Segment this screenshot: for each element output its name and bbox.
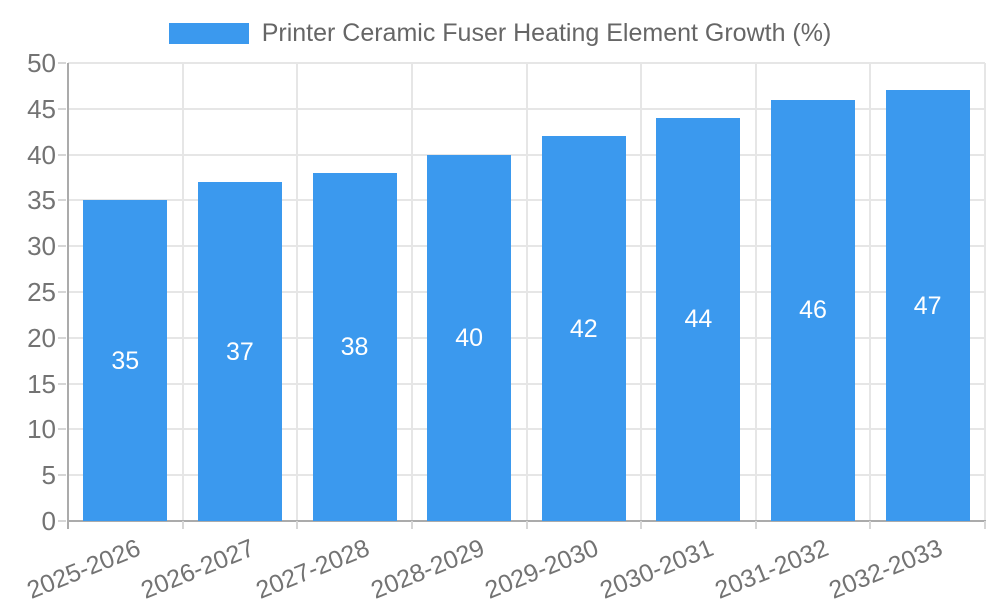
x-axis-tick: [525, 521, 528, 529]
horizontal-gridline: [68, 428, 985, 431]
y-axis-tick: [58, 245, 66, 248]
x-tick-label: 2026-2027: [137, 533, 259, 600]
y-axis-tick: [58, 336, 66, 339]
bar-value-label: 46: [799, 296, 827, 325]
x-axis-tick: [869, 521, 872, 529]
x-tick-label: 2025-2026: [22, 533, 145, 600]
bar: [427, 154, 512, 521]
horizontal-gridline: [68, 474, 985, 477]
bar-value-label: 47: [913, 291, 942, 320]
bar: [541, 136, 626, 521]
x-tick-label: 2029-2030: [481, 533, 603, 600]
horizontal-gridline: [68, 382, 985, 385]
y-tick-label: 15: [27, 368, 56, 399]
horizontal-gridline: [68, 291, 985, 293]
y-axis-tick: [58, 107, 66, 110]
x-axis-tick: [640, 521, 643, 529]
plot-area: 0 5 10 15 20 25 30 35 40 45 50 35 2025-2026 37 2026-20…: [23, 48, 986, 600]
x-axis-tick: [296, 521, 299, 529]
y-tick-label: 30: [27, 231, 56, 262]
bar-value-label: 37: [226, 337, 254, 366]
x-tick-label: 2031-2032: [710, 533, 832, 600]
y-axis-tick: [58, 474, 66, 477]
y-axis-tick: [58, 153, 66, 156]
bar: [197, 182, 282, 521]
horizontal-gridline: [68, 153, 985, 156]
y-axis-tick: [58, 291, 66, 293]
horizontal-gridline: [68, 245, 985, 248]
y-tick-label: 50: [27, 48, 56, 78]
bar-value-label: 38: [340, 332, 369, 361]
bar: [83, 200, 168, 521]
y-axis-tick: [58, 382, 66, 385]
bar: [312, 172, 397, 521]
bar: [656, 117, 741, 521]
y-tick-label: 10: [27, 414, 56, 445]
y-tick-label: 35: [27, 185, 56, 216]
x-axis-tick: [181, 521, 184, 529]
bar-value-label: 40: [455, 323, 484, 352]
y-tick-label: 45: [27, 93, 56, 124]
y-axis-tick: [58, 520, 66, 522]
horizontal-gridline: [68, 107, 985, 110]
y-axis-tick: [58, 428, 66, 431]
y-tick-label: 25: [27, 277, 56, 307]
legend-swatch-icon: [168, 22, 249, 44]
horizontal-gridline: [68, 336, 985, 339]
vertical-gridline: [984, 63, 986, 521]
horizontal-gridline: [68, 62, 985, 64]
x-axis-tick: [410, 521, 413, 529]
x-tick-label: 2030-2031: [595, 533, 718, 600]
x-tick-label: 2032-2033: [825, 533, 947, 600]
bar-value-label: 42: [569, 314, 598, 343]
bar-value-label: 35: [111, 346, 140, 375]
y-axis-line: [67, 63, 69, 529]
bar: [771, 99, 856, 521]
x-axis-tick: [754, 521, 757, 529]
x-tick-label: 2028-2029: [366, 533, 489, 600]
y-tick-label: 40: [27, 139, 56, 170]
y-tick-label: 5: [41, 460, 56, 491]
y-tick-label: 20: [27, 322, 56, 353]
y-axis-tick: [58, 199, 66, 202]
y-axis-tick: [58, 62, 66, 64]
x-axis-tick: [984, 521, 986, 529]
x-tick-label: 2027-2028: [252, 533, 374, 600]
chart-legend[interactable]: Printer Ceramic Fuser Heating Element Gr…: [0, 18, 1000, 48]
legend-label: Printer Ceramic Fuser Heating Element Gr…: [261, 19, 832, 47]
bar: [885, 90, 970, 521]
y-tick-label: 0: [41, 506, 56, 536]
horizontal-gridline: [68, 199, 985, 202]
bar-value-label: 44: [684, 305, 713, 334]
